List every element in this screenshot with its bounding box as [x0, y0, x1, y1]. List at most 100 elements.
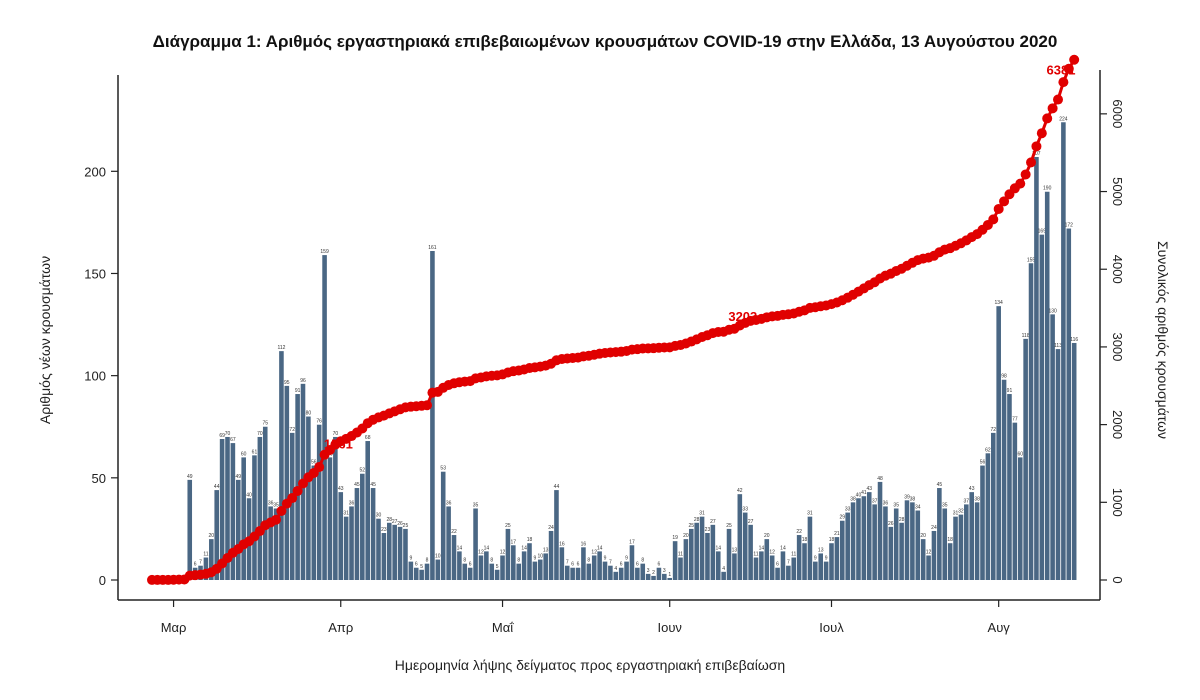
bar-value-label: 7	[199, 560, 202, 566]
bar	[235, 479, 241, 580]
bar-value-label: 11	[678, 552, 683, 558]
bar-value-label: 37	[872, 498, 878, 504]
bar-value-label: 70	[257, 431, 263, 437]
bar	[1044, 191, 1050, 581]
bar-value-label: 33	[845, 507, 851, 513]
cumulative-point	[1042, 113, 1053, 124]
bar-value-label: 9	[625, 556, 628, 562]
bar	[338, 492, 344, 580]
bar-value-label: 42	[737, 488, 743, 494]
bar-value-label: 12	[478, 549, 484, 555]
bar	[564, 565, 570, 580]
bar-value-label: 44	[214, 484, 220, 490]
bar	[446, 506, 451, 580]
cumulative-point	[1053, 94, 1063, 105]
bar-value-label: 31	[807, 511, 813, 517]
bar	[942, 508, 948, 580]
bar	[937, 488, 942, 580]
bar-value-label: 4	[722, 566, 725, 572]
cumulative-point	[276, 506, 287, 517]
bar	[581, 547, 586, 580]
bar	[694, 522, 699, 580]
bar-value-label: 45	[937, 482, 943, 488]
bar	[494, 569, 500, 580]
bar	[710, 524, 716, 580]
bar-value-label: 14	[780, 545, 786, 551]
bar	[796, 535, 802, 580]
bar-value-label: 16	[559, 541, 565, 547]
bar	[931, 530, 937, 580]
annotation-label: 1561	[324, 437, 353, 452]
bar-value-label: 20	[764, 533, 770, 539]
bar	[430, 251, 435, 580]
bar	[651, 575, 656, 580]
y2-tick-label: 2000	[1110, 410, 1125, 439]
y2-tick-label: 3000	[1110, 332, 1125, 361]
y-tick-label: 200	[84, 164, 106, 179]
bar	[899, 522, 904, 580]
bar	[570, 567, 575, 580]
bar-value-label: 37	[964, 498, 970, 504]
bar-value-label: 35	[893, 502, 899, 508]
bar	[969, 492, 974, 580]
bar-value-label: 72	[289, 427, 295, 433]
bar	[505, 528, 511, 580]
bar	[306, 416, 311, 580]
bar	[1012, 422, 1018, 580]
bar	[365, 441, 370, 580]
bar-value-label: 35	[473, 502, 479, 508]
bar-value-label: 6	[636, 562, 639, 568]
bar-value-label: 18	[829, 537, 835, 543]
cumulative-point	[1047, 103, 1058, 114]
bar-value-label: 77	[1012, 417, 1018, 423]
x-tick-label: Ιουλ	[819, 620, 844, 635]
bar	[257, 436, 263, 580]
bar	[947, 543, 953, 580]
y2-tick-label: 4000	[1110, 255, 1125, 284]
bar-value-label: 70	[333, 431, 339, 437]
annotations: 1561 3203 6381	[324, 62, 1076, 451]
bar	[953, 516, 958, 580]
bar-value-label: 159	[320, 249, 329, 255]
bar-value-label: 14	[457, 545, 463, 551]
x-tick-label: Απρ	[328, 620, 353, 635]
bar-value-label: 38	[850, 496, 856, 502]
bar-value-label: 7	[609, 560, 612, 566]
bar-value-label: 11	[753, 552, 758, 558]
bar-value-label: 70	[225, 431, 231, 437]
bar-value-label: 67	[230, 437, 236, 443]
bar	[424, 563, 430, 580]
y2-axis-label: Συνολικός αριθμός κρουσμάτων	[1155, 241, 1171, 439]
bar	[791, 557, 797, 580]
bar	[1028, 263, 1034, 580]
bar-value-label: 12	[500, 549, 506, 555]
bar-value-label: 43	[969, 486, 975, 492]
bar-value-label: 130	[1048, 308, 1057, 314]
bar	[856, 498, 861, 580]
bar-value-label: 12	[591, 549, 597, 555]
bar-value-label: 62	[985, 447, 991, 453]
bar	[289, 432, 295, 580]
bar-value-label: 22	[796, 529, 802, 535]
bar	[985, 453, 991, 580]
bar	[915, 510, 921, 580]
bar	[807, 516, 813, 580]
bar-value-label: 76	[316, 419, 322, 425]
cumulative-point	[1031, 141, 1042, 152]
bar-value-label: 52	[360, 468, 366, 474]
cumulative-point	[1063, 63, 1074, 74]
bar-value-label: 6	[194, 562, 197, 568]
bar	[866, 492, 872, 580]
bar	[888, 526, 894, 580]
bar-value-label: 20	[683, 533, 689, 539]
cumulative-point	[287, 493, 298, 504]
bar-value-label: 45	[354, 482, 360, 488]
bar	[241, 457, 246, 580]
bar	[1007, 394, 1012, 580]
y-tick-label: 150	[84, 266, 106, 281]
bar	[532, 561, 538, 580]
bar-value-label: 48	[877, 476, 883, 482]
bar-value-label: 3	[663, 568, 666, 574]
bar	[721, 571, 726, 580]
